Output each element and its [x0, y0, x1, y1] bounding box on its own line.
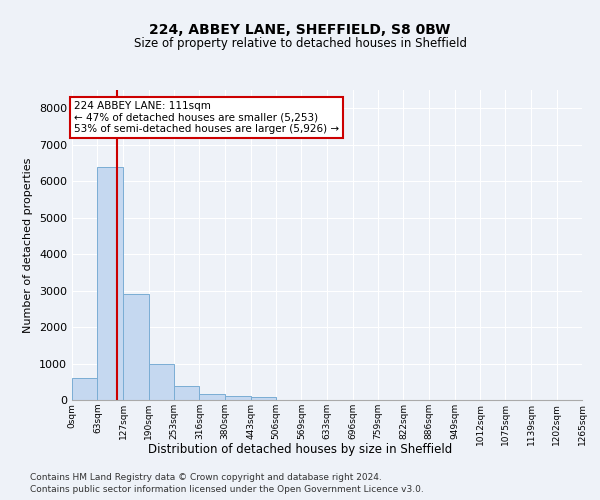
Text: 224, ABBEY LANE, SHEFFIELD, S8 0BW: 224, ABBEY LANE, SHEFFIELD, S8 0BW — [149, 22, 451, 36]
Bar — [123, 294, 149, 400]
Bar — [225, 396, 251, 400]
Text: 224 ABBEY LANE: 111sqm
← 47% of detached houses are smaller (5,253)
53% of semi-: 224 ABBEY LANE: 111sqm ← 47% of detached… — [74, 101, 339, 134]
Text: Contains HM Land Registry data © Crown copyright and database right 2024.: Contains HM Land Registry data © Crown c… — [30, 472, 382, 482]
Text: Contains public sector information licensed under the Open Government Licence v3: Contains public sector information licen… — [30, 485, 424, 494]
Bar — [174, 386, 199, 400]
Bar — [149, 364, 174, 400]
Y-axis label: Number of detached properties: Number of detached properties — [23, 158, 34, 332]
Text: Distribution of detached houses by size in Sheffield: Distribution of detached houses by size … — [148, 442, 452, 456]
Bar — [72, 378, 97, 400]
Bar — [199, 394, 225, 400]
Text: Size of property relative to detached houses in Sheffield: Size of property relative to detached ho… — [133, 38, 467, 51]
Bar — [97, 168, 123, 400]
Bar — [251, 397, 276, 400]
